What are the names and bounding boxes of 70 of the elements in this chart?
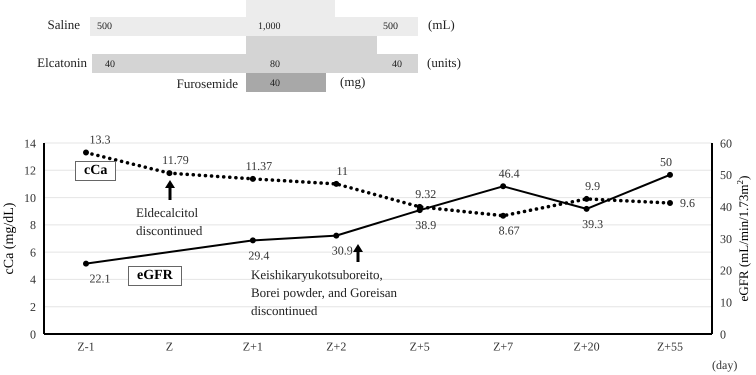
data-label: 11.79	[162, 153, 189, 168]
text: 1,000	[258, 21, 280, 32]
data-label: 39.3	[582, 216, 604, 231]
data-label: 38.9	[415, 218, 436, 232]
text: (mL)	[428, 17, 455, 32]
annotation: Eldecalcitol discontinued	[136, 204, 202, 240]
point	[166, 170, 172, 176]
point	[667, 172, 673, 178]
data-label: 8.67	[498, 224, 520, 238]
text: 40	[105, 59, 115, 70]
text: 500	[97, 21, 112, 32]
text: 40	[270, 78, 280, 89]
y2-tick-label: 40	[720, 200, 732, 214]
data-label: 13.3	[90, 132, 110, 147]
point	[333, 232, 340, 239]
text: 500	[383, 21, 398, 32]
y-tick-label: 10	[24, 190, 36, 205]
y2-tick-label: 10	[720, 295, 732, 310]
point	[83, 150, 89, 156]
data-label: 9.9	[585, 178, 600, 193]
y-tick-label: 0	[30, 327, 36, 342]
annotation: Keishikaryukotsuboreito, Borei powder, and Goreisan discontinued	[251, 266, 398, 320]
data-label: 11.37	[246, 158, 272, 173]
text: 40	[392, 59, 402, 70]
point	[333, 180, 340, 187]
text: Elcatonin	[37, 55, 88, 70]
data-label: 50	[660, 154, 672, 169]
x-tick-label: Z+7	[493, 340, 514, 354]
point	[250, 237, 256, 244]
text: Furosemide	[176, 76, 238, 91]
data-label: 29.4	[248, 248, 270, 262]
text: 80	[270, 59, 280, 70]
x-tick-label: Z+55	[656, 340, 684, 354]
y-axis-title: cCa (mg/dL)	[2, 202, 17, 274]
x-tick-label: Z+20	[574, 340, 600, 354]
point	[250, 176, 256, 182]
y-tick-label: 14	[24, 136, 36, 150]
x-tick-label: Z+1	[242, 340, 263, 354]
data-label: 46.4	[498, 166, 520, 180]
y2-tick-label: 30	[720, 232, 732, 246]
y2-tick-label: 20	[720, 264, 732, 278]
x-tick-label: Z+2	[326, 340, 346, 354]
y-tick-label: 12	[24, 164, 36, 178]
text: (units)	[427, 55, 461, 70]
point	[584, 206, 590, 212]
x-tick-label: Z+5	[410, 340, 430, 354]
y-tick-label: 2	[30, 300, 36, 314]
series-label: eGFR	[128, 266, 182, 286]
data-label: 11	[336, 164, 348, 178]
data-label: 30.9	[332, 244, 353, 258]
y-tick-label: 8	[30, 218, 36, 232]
series-label: cCa	[75, 161, 116, 181]
x-tick-label: Z	[166, 340, 174, 354]
y2-tick-label: 0	[720, 327, 726, 342]
y2-tick-label: 50	[720, 168, 732, 182]
data-label: 22.1	[90, 272, 110, 286]
y2-tick-label: 60	[720, 136, 732, 150]
y-tick-label: 4	[30, 272, 36, 287]
text: (mg)	[340, 74, 366, 89]
text: Saline	[48, 17, 80, 32]
point	[83, 260, 89, 267]
x-tick-label: Z-1	[77, 340, 95, 354]
x-axis-title: (day)	[712, 358, 738, 373]
point	[500, 183, 506, 190]
point	[500, 212, 506, 219]
point	[584, 196, 590, 202]
data-label: 9.32	[415, 186, 436, 201]
point	[667, 200, 673, 206]
y-tick-label: 6	[30, 245, 36, 260]
data-label: 9.6	[680, 196, 695, 210]
